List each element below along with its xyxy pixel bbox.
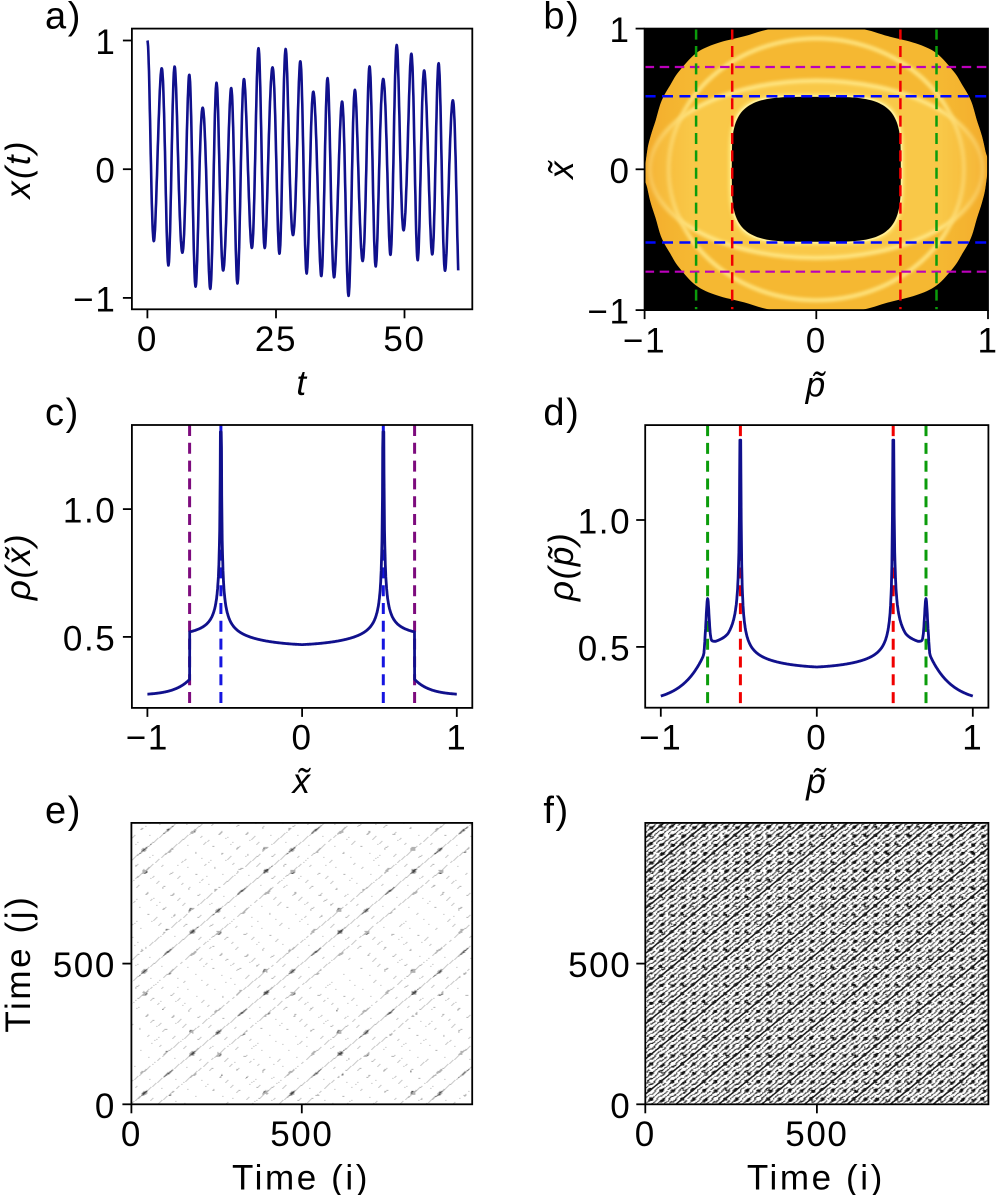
svg-text:0: 0 bbox=[121, 1115, 142, 1154]
svg-text:Time (j): Time (j) bbox=[0, 895, 38, 1033]
svg-text:1: 1 bbox=[95, 23, 116, 62]
svg-text:f): f) bbox=[543, 790, 569, 832]
svg-text:−1: −1 bbox=[587, 293, 630, 332]
svg-text:0.5: 0.5 bbox=[578, 629, 631, 668]
svg-text:ρ(x̃): ρ(x̃) bbox=[0, 533, 38, 601]
svg-text:500: 500 bbox=[53, 946, 116, 985]
svg-text:0: 0 bbox=[292, 719, 313, 758]
svg-text:500: 500 bbox=[568, 946, 631, 985]
svg-text:p̃: p̃ bbox=[805, 762, 827, 801]
svg-text:1.0: 1.0 bbox=[63, 492, 116, 531]
svg-text:0: 0 bbox=[137, 320, 158, 359]
svg-text:0.5: 0.5 bbox=[63, 619, 116, 658]
svg-text:25: 25 bbox=[255, 320, 297, 359]
svg-text:1: 1 bbox=[446, 719, 467, 758]
svg-text:a): a) bbox=[45, 0, 82, 38]
svg-text:−1: −1 bbox=[73, 280, 116, 319]
svg-text:x̃: x̃ bbox=[542, 160, 581, 181]
svg-text:t: t bbox=[296, 364, 307, 403]
svg-text:ρ(p̃): ρ(p̃) bbox=[542, 532, 581, 602]
svg-text:0: 0 bbox=[635, 1115, 656, 1154]
svg-text:p̃: p̃ bbox=[805, 366, 827, 405]
svg-text:Time (i): Time (i) bbox=[232, 1159, 370, 1195]
svg-text:500: 500 bbox=[270, 1115, 333, 1154]
svg-text:d): d) bbox=[543, 392, 580, 434]
svg-text:b): b) bbox=[543, 0, 580, 38]
svg-text:Time (i): Time (i) bbox=[747, 1159, 885, 1195]
svg-text:1: 1 bbox=[962, 719, 983, 758]
svg-text:1.0: 1.0 bbox=[578, 503, 631, 542]
svg-text:x̃: x̃ bbox=[290, 762, 311, 801]
svg-text:1: 1 bbox=[610, 11, 631, 50]
svg-text:500: 500 bbox=[785, 1115, 848, 1154]
svg-text:−1: −1 bbox=[126, 719, 169, 758]
svg-text:−1: −1 bbox=[639, 719, 682, 758]
svg-text:0: 0 bbox=[610, 1087, 631, 1126]
svg-text:−1: −1 bbox=[623, 322, 666, 361]
svg-text:0: 0 bbox=[610, 152, 631, 191]
svg-text:e): e) bbox=[45, 790, 82, 832]
svg-text:x(t): x(t) bbox=[0, 139, 38, 200]
svg-text:0: 0 bbox=[806, 719, 827, 758]
svg-text:1: 1 bbox=[977, 322, 997, 361]
svg-text:0: 0 bbox=[806, 322, 827, 361]
svg-text:0: 0 bbox=[95, 1087, 116, 1126]
svg-text:50: 50 bbox=[383, 320, 425, 359]
svg-text:c): c) bbox=[45, 392, 80, 434]
svg-text:0: 0 bbox=[95, 152, 116, 191]
